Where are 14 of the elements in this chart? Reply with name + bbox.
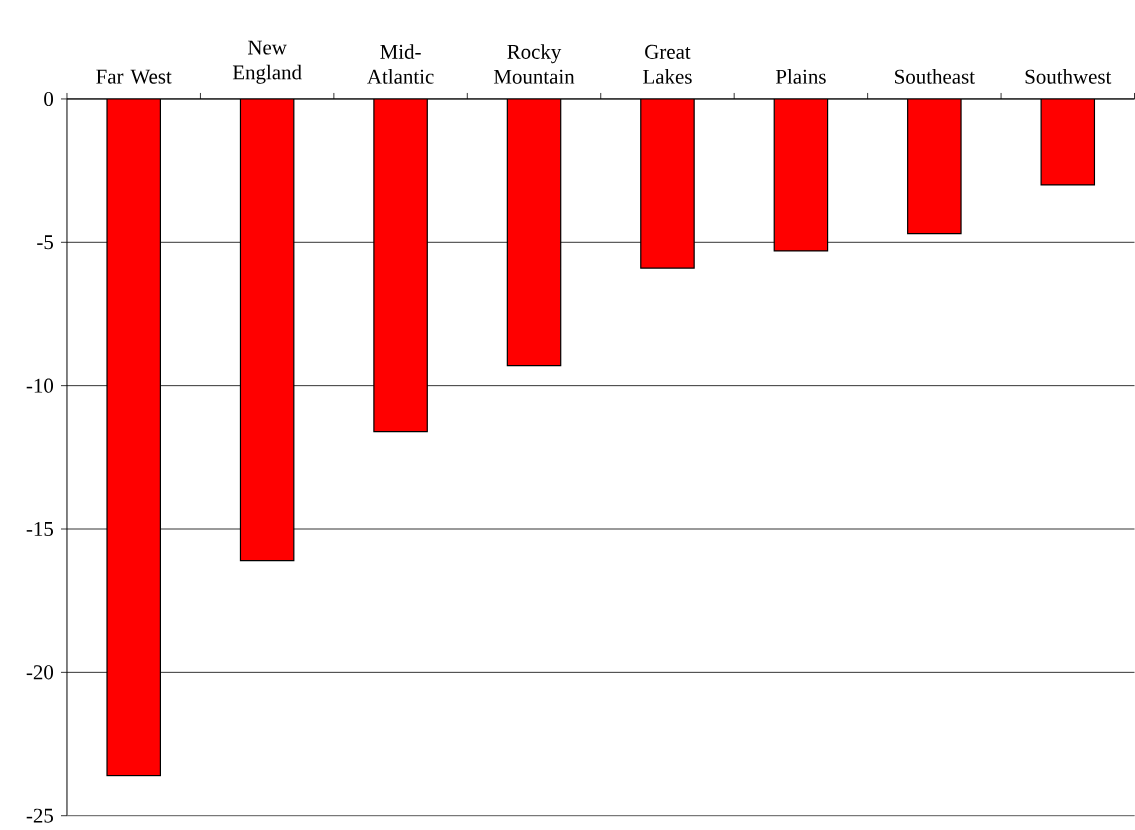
y-tick-label: -25 [26,808,53,823]
y-tick-label: -5 [37,235,53,250]
x-tick-label: Plains [775,69,826,84]
x-tick-label: Mid-Atlantic [367,44,434,84]
x-tick-label: Great Lakes [643,44,692,84]
y-tick-label: 0 [44,92,54,107]
x-tick-label: Far West [96,69,172,84]
y-tick-label: -15 [26,522,53,537]
x-tick-label: Southwest [1025,69,1112,84]
x-tick-label: Southeast [895,69,975,84]
x-tick-label: Rocky Mountain [493,44,575,84]
y-tick-label: -10 [26,378,54,393]
x-tick-label: New England [232,40,302,84]
y-tick-label: -20 [26,665,54,680]
